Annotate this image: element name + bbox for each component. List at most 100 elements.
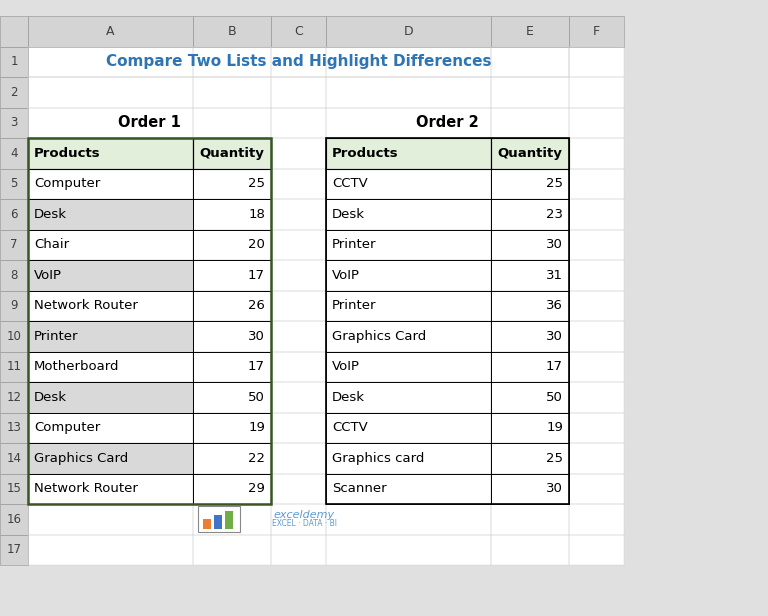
Text: exceldemy: exceldemy (273, 510, 335, 521)
Bar (569, 504, 624, 535)
Bar (193, 352, 271, 382)
Bar (491, 169, 569, 199)
Bar (569, 46, 624, 77)
Bar (491, 138, 569, 169)
Bar (28, 16, 193, 46)
Bar (326, 321, 491, 352)
Bar (193, 77, 271, 108)
Bar (28, 169, 193, 199)
Bar (326, 16, 491, 46)
Bar (569, 535, 624, 565)
Bar (193, 321, 271, 352)
Bar (193, 382, 271, 413)
Bar (193, 138, 271, 169)
Bar (491, 413, 569, 443)
Bar (491, 108, 569, 138)
Bar (491, 382, 569, 413)
Bar (326, 77, 491, 108)
Bar (0, 46, 28, 77)
Bar (491, 108, 569, 138)
Bar (326, 169, 491, 199)
Bar (193, 138, 271, 169)
Bar (491, 504, 569, 535)
Bar (28, 230, 193, 260)
Bar (28, 138, 193, 169)
Bar (193, 46, 271, 77)
Text: Products: Products (332, 147, 399, 160)
Bar (326, 535, 491, 565)
Bar (326, 260, 491, 291)
Text: 26: 26 (248, 299, 265, 312)
Bar (0, 321, 28, 352)
Bar (193, 169, 271, 199)
Text: 19: 19 (546, 421, 563, 434)
Bar (28, 77, 193, 108)
Text: 30: 30 (546, 482, 563, 495)
Bar (569, 535, 624, 565)
Bar (491, 443, 569, 474)
Bar (326, 535, 491, 565)
Bar (271, 413, 326, 443)
Bar (0, 169, 28, 199)
Bar (271, 321, 326, 352)
Bar (271, 382, 326, 413)
Bar (326, 291, 491, 321)
Bar (491, 382, 569, 413)
Bar (193, 504, 271, 535)
Bar (491, 474, 569, 504)
Bar (491, 138, 569, 169)
Bar (326, 169, 491, 199)
Bar (28, 504, 193, 535)
Bar (491, 77, 569, 108)
Text: 17: 17 (248, 269, 265, 282)
Bar (569, 169, 624, 199)
Bar (28, 291, 193, 321)
Bar (271, 46, 326, 77)
Bar (0, 260, 28, 291)
Bar (0, 199, 28, 230)
Bar (326, 352, 491, 382)
Bar (0, 138, 28, 169)
Bar (193, 16, 271, 46)
Bar (28, 260, 193, 291)
Bar (28, 321, 193, 352)
Bar (326, 291, 491, 321)
Text: A: A (106, 25, 114, 38)
Text: 6: 6 (10, 208, 18, 221)
Bar (491, 199, 569, 230)
Text: 5: 5 (10, 177, 18, 190)
Bar (28, 46, 193, 77)
Bar (28, 382, 193, 413)
Bar (28, 382, 193, 413)
Bar (569, 474, 624, 504)
Bar (569, 443, 624, 474)
Bar (271, 260, 326, 291)
Text: 17: 17 (6, 543, 22, 556)
Bar (28, 474, 193, 504)
Text: Desk: Desk (34, 208, 67, 221)
Bar (193, 169, 271, 199)
Bar (28, 199, 193, 230)
Bar (28, 474, 193, 504)
Bar (0, 230, 28, 260)
Bar (491, 352, 569, 382)
Bar (193, 413, 271, 443)
Bar (569, 138, 624, 169)
Text: Graphics Card: Graphics Card (332, 330, 426, 342)
Bar (28, 138, 271, 504)
Bar (491, 230, 569, 260)
Text: 4: 4 (10, 147, 18, 160)
Bar (193, 413, 271, 443)
Text: 25: 25 (546, 177, 563, 190)
Bar (271, 230, 326, 260)
Bar (491, 413, 569, 443)
Bar (0, 474, 28, 504)
Text: Graphics Card: Graphics Card (34, 452, 128, 464)
Bar (271, 16, 326, 46)
Bar (0, 260, 28, 291)
Bar (491, 46, 569, 77)
Text: 25: 25 (546, 452, 563, 464)
Bar (28, 138, 193, 169)
Bar (28, 46, 569, 77)
Bar (193, 230, 271, 260)
